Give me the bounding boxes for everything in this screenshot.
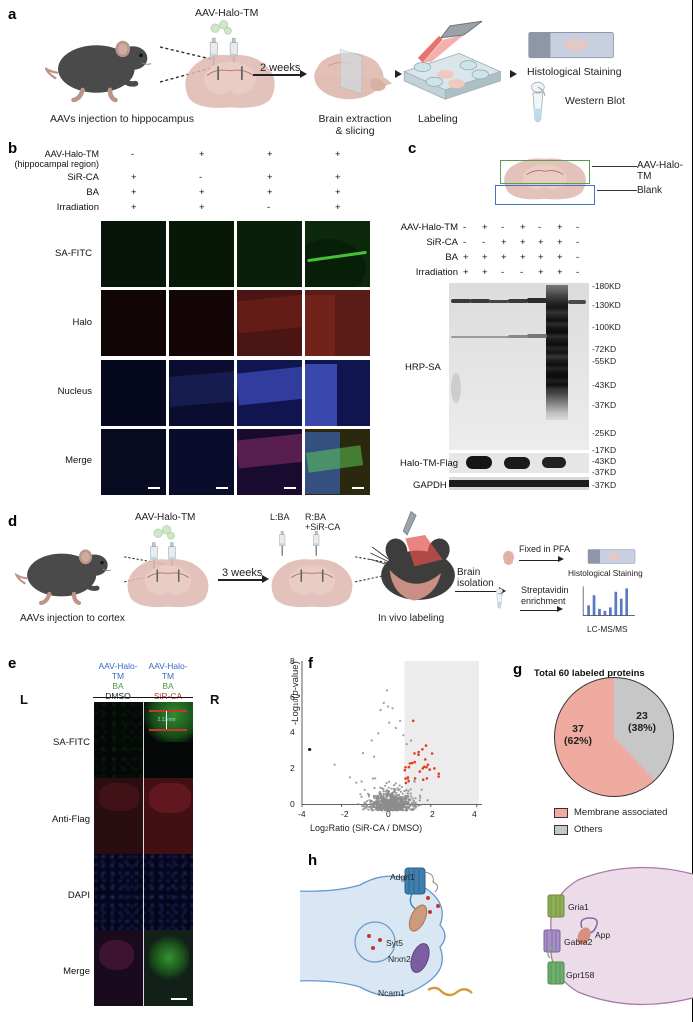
svg-text:Gabra2: Gabra2 [564, 937, 593, 947]
svg-text:Nrxn2: Nrxn2 [388, 954, 411, 964]
svg-text:Syt5: Syt5 [386, 938, 403, 948]
svg-text:Ncam1: Ncam1 [378, 988, 405, 998]
svg-text:Gpr158: Gpr158 [566, 970, 595, 980]
svg-text:App: App [595, 930, 610, 940]
svg-text:Adgrl1: Adgrl1 [390, 872, 415, 882]
svg-text:Gria1: Gria1 [568, 902, 589, 912]
